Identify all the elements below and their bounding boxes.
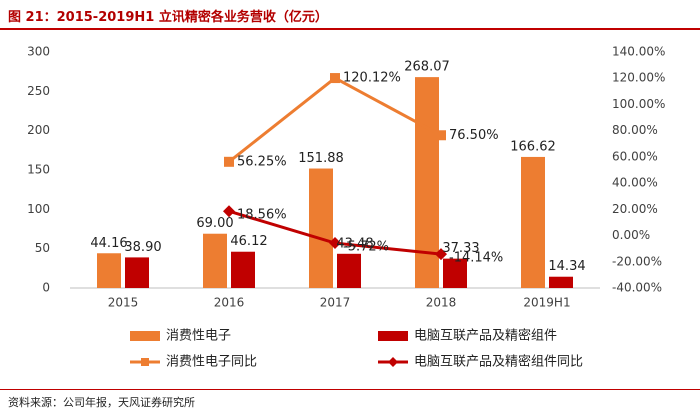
bar-data-label: 166.62	[510, 139, 556, 154]
data-labels-layer: 44.16 69.00 151.88 268.07 166.62 38.90 46.12 43…	[90, 60, 585, 275]
bar-data-label: 69.00	[196, 216, 233, 231]
line-marker	[224, 156, 234, 167]
bar-data-label: 43.48	[336, 236, 373, 251]
bar-data-label: 14.34	[548, 259, 585, 274]
line-marker	[329, 237, 341, 250]
x-tick-label: 2018	[426, 296, 457, 310]
y-left-tick-label: 0	[42, 281, 50, 295]
y-left-tick-label: 250	[27, 84, 50, 98]
line-marker	[436, 130, 446, 141]
bar	[521, 156, 545, 288]
source-divider	[0, 389, 700, 390]
y-right-tick-label: 0.00%	[612, 228, 650, 242]
y-left-tick-label: 200	[27, 123, 50, 137]
legend-label: 电脑互联产品及精密组件	[414, 328, 557, 344]
y-right-tick-label: 80.00%	[612, 123, 658, 137]
legend-marker	[388, 357, 398, 367]
bar	[337, 253, 361, 288]
x-tick-label: 2015	[108, 296, 139, 310]
line-data-label: 18.56%	[237, 208, 287, 223]
line-marker	[435, 248, 447, 261]
y-right-tick-label: 140.00%	[612, 45, 665, 59]
y-left-tick-label: 150	[27, 163, 50, 177]
line-data-label: 120.12%	[343, 71, 401, 86]
bar	[125, 257, 149, 288]
bar	[231, 251, 255, 288]
legend-label: 消费性电子	[166, 329, 231, 344]
bar-data-label: 44.16	[90, 236, 127, 251]
y-right-tick-label: 120.00%	[612, 71, 665, 85]
bar	[443, 258, 467, 288]
bar	[97, 253, 121, 288]
bar-data-label: 268.07	[404, 60, 450, 75]
legend-swatch	[378, 331, 408, 341]
bar-data-label: 38.90	[124, 240, 161, 255]
figure-title: 图 21：2015-2019H1 立讯精密各业务营收（亿元）	[8, 10, 328, 25]
title-divider	[0, 28, 700, 30]
bar-data-label: 46.12	[230, 234, 267, 249]
bar	[203, 233, 227, 288]
legend-marker	[141, 358, 149, 366]
line-data-label: -14.14%	[449, 251, 503, 266]
chart-canvas: 0 50 100 150 200 250 300 -40.00% -20.00% 0.00% 20…	[27, 45, 665, 370]
y-right-tick-label: 100.00%	[612, 97, 665, 111]
bar	[415, 77, 439, 289]
y-right-tick-label: 20.00%	[612, 202, 658, 216]
bar-data-label: 37.33	[442, 241, 479, 256]
x-tick-label: 2017	[320, 296, 351, 310]
legend-label: 消费性电子同比	[166, 355, 257, 370]
bar-data-label: 151.88	[298, 151, 344, 166]
line-data-label: -5.72%	[343, 240, 389, 255]
legend-swatch	[130, 331, 160, 341]
y-right-tick-label: 40.00%	[612, 176, 658, 190]
legend-label: 电脑互联产品及精密组件同比	[414, 354, 583, 370]
y-right-tick-label: -40.00%	[612, 281, 662, 295]
source-note: 资料来源：公司年报，天风证券研究所	[8, 396, 195, 409]
line-data-label: 56.25%	[237, 154, 287, 169]
y-left-tick-label: 100	[27, 202, 50, 216]
x-axis: 2015 2016 2017 2018 2019H1	[108, 296, 571, 310]
lines-layer	[223, 73, 447, 261]
y-left-tick-label: 300	[27, 45, 50, 59]
line-data-label: 76.50%	[449, 128, 499, 143]
bar	[309, 168, 333, 288]
y-right-tick-label: 60.00%	[612, 149, 658, 163]
y-left-tick-label: 50	[35, 241, 50, 255]
y-right-tick-label: -20.00%	[612, 254, 662, 268]
bar	[549, 276, 573, 288]
line-marker	[330, 73, 340, 84]
x-tick-label: 2016	[214, 296, 245, 310]
y-axis-right: -40.00% -20.00% 0.00% 20.00% 40.00% 60.00% 80.…	[612, 45, 665, 295]
y-axis-left: 0 50 100 150 200 250 300	[27, 45, 50, 295]
series-line	[228, 76, 442, 163]
line-marker	[223, 205, 235, 218]
x-tick-label: 2019H1	[523, 296, 570, 310]
